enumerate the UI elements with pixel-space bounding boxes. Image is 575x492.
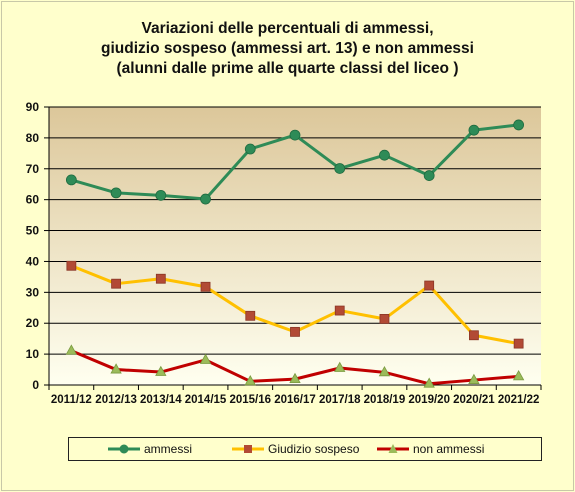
data-point-non-ammessi — [110, 363, 122, 374]
legend-swatch-non-ammessi — [377, 444, 409, 453]
data-point-non-ammessi — [423, 377, 435, 388]
data-point-non-ammessi — [155, 365, 167, 376]
plot-area — [49, 107, 541, 385]
y-tick-label: 70 — [26, 162, 40, 176]
x-tick-label: 2013/14 — [140, 394, 182, 406]
data-point-giudizio-sospeso — [200, 281, 211, 292]
data-point-ammessi — [468, 124, 480, 136]
data-point-giudizio-sospeso — [111, 278, 121, 289]
legend-swatch-giudizio-sospeso — [232, 445, 264, 453]
x-tick-label: 2021/22 — [498, 394, 540, 406]
data-point-giudizio-sospeso — [334, 305, 345, 316]
chart-title-line-1: Variazioni delle percentuali di ammessi, — [141, 20, 434, 37]
x-tick-label: 2014/15 — [185, 394, 227, 406]
data-point-ammessi — [244, 143, 256, 155]
legend-label-giudizio-sospeso: Giudizio sospeso — [268, 442, 360, 456]
data-point-ammessi — [379, 149, 390, 161]
x-tick-label: 2015/16 — [229, 394, 271, 406]
y-tick-label: 30 — [26, 285, 40, 299]
data-point-non-ammessi — [289, 372, 301, 384]
data-point-non-ammessi — [468, 373, 480, 384]
legend-item-non-ammessi: non ammessi — [376, 438, 484, 460]
data-point-ammessi — [200, 193, 211, 205]
data-point-giudizio-sospeso — [379, 313, 390, 324]
chart-title-line-2: giudizio sospeso (ammessi art. 13) e non… — [101, 40, 474, 57]
data-point-ammessi — [334, 163, 346, 174]
data-point-giudizio-sospeso — [155, 273, 166, 284]
data-point-non-ammessi — [199, 353, 212, 364]
data-point-ammessi — [110, 187, 122, 199]
chart-title-line-3: (alunni dalle prime alle quarte classi d… — [116, 60, 459, 77]
y-tick-label: 80 — [26, 131, 40, 145]
data-point-non-ammessi — [65, 344, 78, 355]
data-point-giudizio-sospeso — [513, 338, 524, 349]
legend-item-giudizio-sospeso: Giudizio sospeso — [231, 438, 359, 460]
y-tick-label: 10 — [26, 347, 40, 361]
chart-title: Variazioni delle percentuali di ammessi,… — [0, 19, 575, 79]
legend-label-non-ammessi: non ammessi — [413, 442, 485, 456]
data-point-giudizio-sospeso — [290, 326, 300, 337]
data-point-giudizio-sospeso — [245, 310, 256, 321]
legend-swatch-ammessi — [108, 444, 140, 454]
chart-legend: ammessi Giudizio sospeso non ammessi — [68, 437, 542, 461]
legend-label-ammessi: ammessi — [144, 442, 193, 456]
data-point-non-ammessi — [244, 374, 256, 386]
data-point-ammessi — [423, 170, 435, 181]
data-point-giudizio-sospeso — [469, 330, 479, 341]
data-point-giudizio-sospeso — [66, 260, 77, 271]
x-tick-label: 2020/21 — [453, 394, 495, 406]
x-tick-label: 2012/13 — [95, 394, 137, 406]
data-point-non-ammessi — [512, 370, 525, 381]
x-tick-label: 2018/19 — [364, 394, 406, 406]
data-point-ammessi — [513, 119, 525, 131]
data-point-ammessi — [289, 129, 301, 141]
y-tick-label: 50 — [26, 224, 40, 238]
x-tick-label: 2011/12 — [51, 394, 92, 406]
x-tick-label: 2016/17 — [274, 394, 316, 406]
y-tick-label: 0 — [32, 378, 39, 392]
data-point-non-ammessi — [378, 366, 391, 377]
y-tick-label: 60 — [26, 193, 40, 207]
y-tick-label: 20 — [26, 316, 40, 330]
y-tick-label: 90 — [26, 100, 40, 114]
y-tick-label: 40 — [26, 254, 40, 268]
data-point-giudizio-sospeso — [424, 280, 435, 291]
data-point-ammessi — [155, 189, 167, 201]
data-point-non-ammessi — [334, 361, 346, 372]
data-point-ammessi — [65, 174, 77, 186]
x-tick-label: 2017/18 — [319, 394, 361, 406]
legend-item-ammessi: ammessi — [107, 438, 192, 460]
x-tick-label: 2019/20 — [408, 394, 450, 406]
